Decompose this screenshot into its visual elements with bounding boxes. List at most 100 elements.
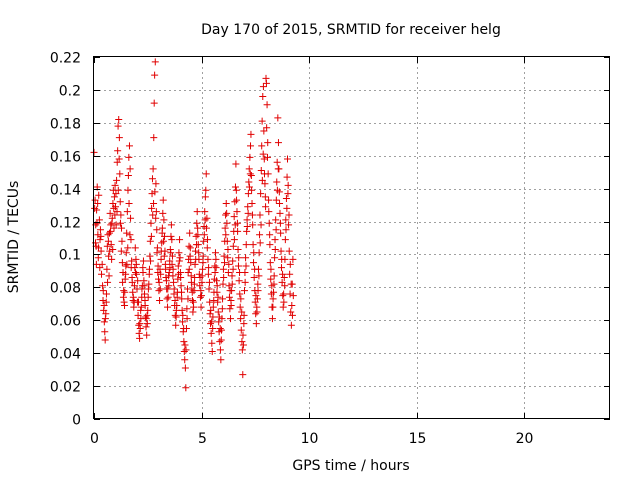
data-point [237,326,245,334]
data-point [282,195,290,203]
data-point [250,273,258,281]
data-point [183,305,191,313]
data-point [145,270,153,278]
data-point [234,227,242,235]
data-point [123,229,131,237]
data-point [232,160,240,168]
data-point [167,249,175,257]
data-point [236,269,244,277]
data-point [274,114,282,122]
data-point [114,147,122,155]
data-point [187,278,195,286]
data-point [134,277,142,285]
data-point [131,244,139,252]
data-point [93,219,101,227]
data-point [283,173,291,181]
data-point [271,246,279,254]
data-point [277,229,285,237]
data-point [235,277,243,285]
data-point [155,278,163,286]
data-point [287,308,295,316]
data-point [124,171,132,179]
data-point [270,280,278,288]
data-point [206,298,214,306]
data-point [144,285,152,293]
data-point [277,264,285,272]
data-point [244,209,252,217]
data-point [198,272,206,280]
data-point [234,246,242,254]
data-point [258,142,266,150]
data-point [219,265,227,273]
data-point [122,262,130,270]
data-point [246,153,254,161]
data-point [181,364,189,372]
data-point [118,224,126,232]
data-point [269,303,277,311]
data-point [147,232,155,240]
data-point [226,305,234,313]
y-tick-label: 0.18 [50,117,81,133]
data-point [279,292,287,300]
data-point [280,290,288,298]
data-point [193,241,201,249]
data-point [168,260,176,268]
data-point [280,298,288,306]
data-point [217,336,225,344]
data-point [252,320,260,328]
data-point [105,272,113,280]
data-point [104,237,112,245]
data-point [207,320,215,328]
data-point [176,254,184,262]
data-point [106,209,114,217]
data-point [286,290,294,298]
data-point [164,285,172,293]
data-point [119,278,127,286]
data-point [92,260,100,268]
data-point [229,265,237,273]
data-point [247,171,255,179]
data-point [229,257,237,265]
data-point [273,158,281,166]
data-point [227,297,235,305]
data-point [205,278,213,286]
data-point [272,216,280,224]
data-point [95,244,103,252]
data-point [132,260,140,268]
data-point [156,285,164,293]
data-point [241,287,248,295]
data-point [143,311,151,319]
data-point [187,272,195,280]
data-point [122,249,130,257]
data-point [118,259,126,267]
data-point [207,306,215,314]
data-point [225,282,233,290]
data-point [170,285,178,293]
data-point [188,297,196,305]
data-point [196,293,204,301]
data-point [178,288,186,296]
data-point [285,211,293,219]
data-point [264,139,272,147]
data-point [281,282,289,290]
x-tick-label: 15 [409,431,427,447]
data-point [236,303,244,311]
data-point [220,273,228,281]
data-point [162,277,170,285]
data-point [282,216,290,224]
data-point [266,241,274,249]
data-point [175,249,183,257]
data-point [278,255,286,263]
data-point [169,272,177,280]
data-point [255,272,263,280]
data-point [210,297,218,305]
data-point [208,339,216,347]
data-point [151,71,159,79]
data-point [137,303,145,311]
data-point [181,356,189,364]
data-point [105,252,113,260]
data-point [149,211,157,219]
points-layer [90,58,297,392]
data-point [223,219,231,227]
data-point [216,325,224,332]
